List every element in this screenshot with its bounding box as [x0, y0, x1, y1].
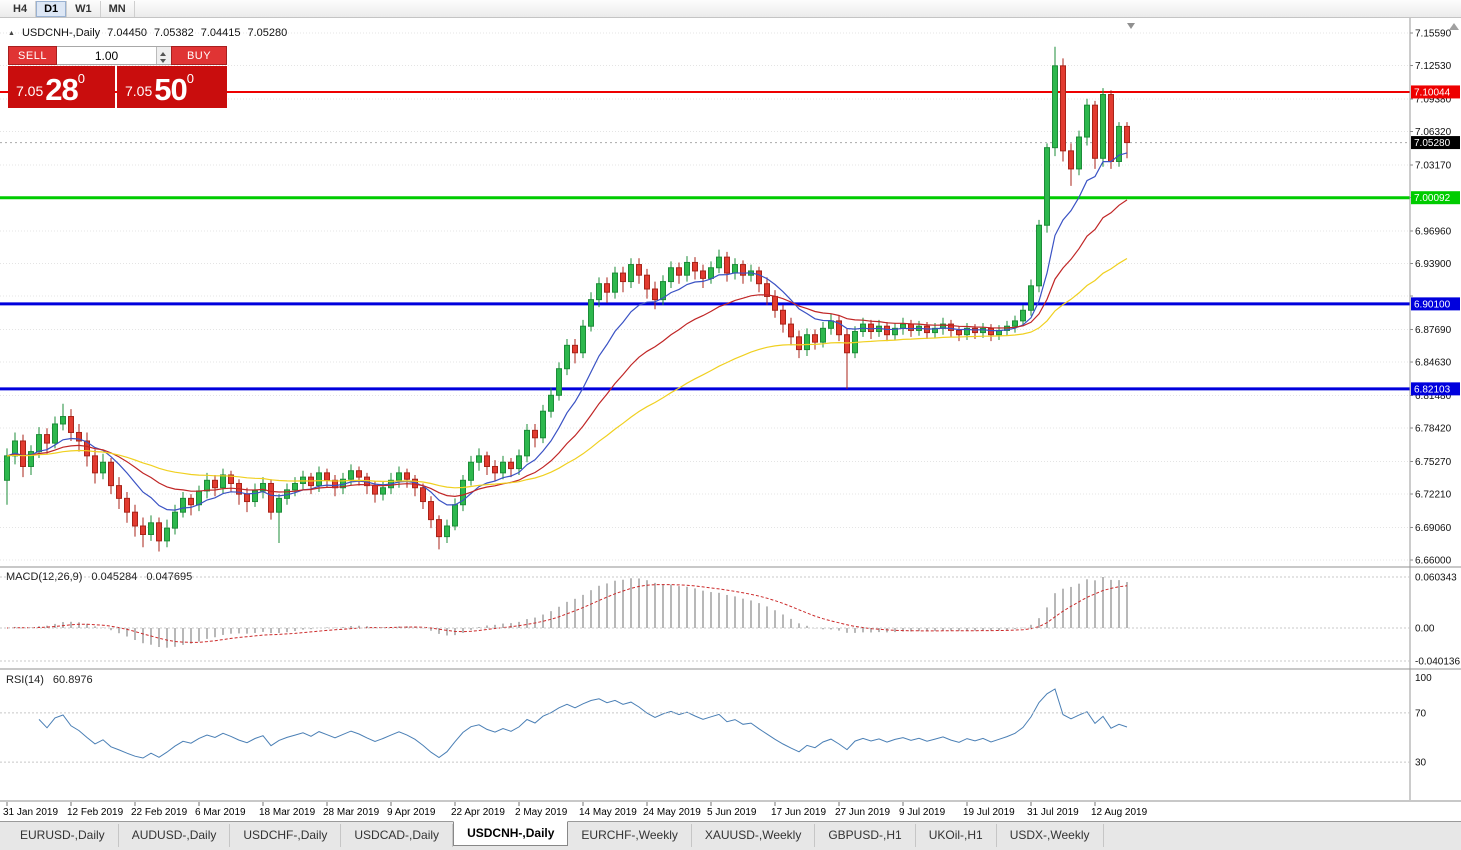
- timeframe-h4[interactable]: H4: [5, 0, 37, 17]
- volume-spinner: [156, 47, 171, 64]
- svg-text:7.03170: 7.03170: [1415, 160, 1452, 171]
- chart-symbol-header: ▲ USDCNH-,Daily 7.04450 7.05382 7.04415 …: [8, 27, 287, 39]
- one-click-collapse-icon[interactable]: ▲: [8, 29, 15, 37]
- svg-text:6.81480: 6.81480: [1415, 391, 1452, 402]
- svg-text:12 Feb 2019: 12 Feb 2019: [67, 807, 124, 818]
- svg-text:-0.040136: -0.040136: [1415, 657, 1460, 668]
- shift-marker-icon: [1127, 23, 1135, 29]
- svg-text:6.75270: 6.75270: [1415, 457, 1452, 468]
- tab-xauusd-weekly[interactable]: XAUUSD-,Weekly: [692, 824, 816, 847]
- svg-text:27 Jun 2019: 27 Jun 2019: [835, 807, 890, 818]
- price-open: 7.04450: [107, 27, 147, 39]
- sell-price-prefix: 7.05: [16, 83, 44, 99]
- svg-text:7.15590: 7.15590: [1415, 29, 1452, 40]
- svg-text:6 Mar 2019: 6 Mar 2019: [195, 807, 246, 818]
- macd-signal-value: 0.047695: [146, 571, 193, 583]
- svg-text:31 Jul 2019: 31 Jul 2019: [1027, 807, 1079, 818]
- svg-text:7.05280: 7.05280: [1414, 138, 1451, 149]
- svg-text:70: 70: [1415, 708, 1427, 719]
- svg-text:6.66000: 6.66000: [1415, 556, 1452, 567]
- svg-text:30: 30: [1415, 758, 1427, 769]
- macd-main-value: 0.045284: [91, 571, 138, 583]
- svg-text:0.00: 0.00: [1415, 624, 1435, 635]
- svg-text:6.90100: 6.90100: [1414, 299, 1451, 310]
- svg-text:6.96960: 6.96960: [1415, 226, 1452, 237]
- svg-text:22 Feb 2019: 22 Feb 2019: [131, 807, 188, 818]
- price-close: 7.05280: [247, 27, 288, 39]
- svg-text:6.87690: 6.87690: [1415, 325, 1452, 336]
- rsi-header: RSI(14) 60.8976: [6, 674, 93, 686]
- tab-ukoil-h1[interactable]: UKOil-,H1: [916, 824, 997, 847]
- svg-text:17 Jun 2019: 17 Jun 2019: [771, 807, 826, 818]
- svg-text:6.82103: 6.82103: [1414, 384, 1451, 395]
- chart-window: 7.15590 7.12530 7.09380 7.06320 7.03170 6.969…: [0, 18, 1461, 821]
- buy-price-tile[interactable]: 7.05 50 0: [117, 66, 227, 108]
- symbol-timeframe-label: USDCNH-,Daily: [21, 27, 101, 39]
- tab-eurchf-weekly[interactable]: EURCHF-,Weekly: [568, 824, 692, 847]
- buy-price-sup: 0: [186, 71, 194, 86]
- sell-button[interactable]: SELL: [8, 46, 57, 65]
- rsi-value: 60.8976: [52, 674, 93, 686]
- svg-text:0.060343: 0.060343: [1415, 573, 1457, 584]
- svg-text:6.72210: 6.72210: [1415, 490, 1452, 501]
- svg-text:9 Jul 2019: 9 Jul 2019: [899, 807, 946, 818]
- svg-text:7.06320: 7.06320: [1415, 127, 1452, 138]
- buy-price-big: 50: [154, 71, 187, 107]
- svg-text:6.84630: 6.84630: [1415, 358, 1452, 369]
- sell-price-sup: 0: [77, 71, 85, 86]
- svg-text:2 May 2019: 2 May 2019: [515, 807, 568, 818]
- svg-text:19 Jul 2019: 19 Jul 2019: [963, 807, 1015, 818]
- rsi-label: RSI(14): [6, 674, 44, 686]
- tab-usdcad-daily[interactable]: USDCAD-,Daily: [341, 824, 454, 847]
- price-high: 7.05382: [153, 27, 194, 39]
- svg-text:24 May 2019: 24 May 2019: [643, 807, 701, 818]
- svg-text:12 Aug 2019: 12 Aug 2019: [1091, 807, 1148, 818]
- chart-tabbar: EURUSD-,Daily AUDUSD-,Daily USDCHF-,Daily U…: [0, 821, 1461, 850]
- price-low: 7.04415: [200, 27, 241, 39]
- svg-text:7.00092: 7.00092: [1414, 193, 1451, 204]
- svg-text:31 Jan 2019: 31 Jan 2019: [3, 807, 58, 818]
- svg-text:6.78420: 6.78420: [1415, 424, 1452, 435]
- tab-audusd-daily[interactable]: AUDUSD-,Daily: [119, 824, 231, 847]
- sell-price-tile[interactable]: 7.05 28 0: [8, 66, 115, 108]
- timeframe-toolbar: H4 D1 W1 MN: [0, 0, 1461, 18]
- sell-price-big: 28: [45, 71, 78, 107]
- svg-text:6.69060: 6.69060: [1415, 523, 1452, 534]
- svg-text:18 Mar 2019: 18 Mar 2019: [259, 807, 316, 818]
- svg-text:14 May 2019: 14 May 2019: [579, 807, 637, 818]
- volume-decrease-icon[interactable]: [157, 55, 171, 64]
- timeframe-w1[interactable]: W1: [67, 0, 101, 17]
- tab-usdx-weekly[interactable]: USDX-,Weekly: [997, 824, 1104, 847]
- tab-gbpusd-h1[interactable]: GBPUSD-,H1: [815, 824, 916, 847]
- timeframe-d1[interactable]: D1: [36, 0, 68, 17]
- svg-text:7.10044: 7.10044: [1414, 87, 1451, 98]
- buy-button[interactable]: BUY: [171, 46, 227, 65]
- svg-text:100: 100: [1415, 673, 1432, 684]
- volume-increase-icon[interactable]: [157, 47, 171, 56]
- svg-text:7.09380: 7.09380: [1415, 94, 1452, 105]
- scroll-up-icon[interactable]: [1449, 23, 1459, 30]
- macd-header: MACD(12,26,9) 0.045284 0.047695: [6, 571, 192, 583]
- tab-usdcnh-daily[interactable]: USDCNH-,Daily: [453, 821, 569, 846]
- svg-text:5 Jun 2019: 5 Jun 2019: [707, 807, 757, 818]
- volume-input[interactable]: [57, 47, 156, 64]
- timeframe-group: H4 D1 W1 MN: [5, 0, 135, 17]
- chart-canvas[interactable]: 7.15590 7.12530 7.09380 7.06320 7.03170 6.969…: [0, 18, 1461, 821]
- svg-text:6.93900: 6.93900: [1415, 259, 1452, 270]
- timeframe-mn[interactable]: MN: [101, 0, 135, 17]
- svg-text:7.12530: 7.12530: [1415, 61, 1452, 72]
- svg-text:22 Apr 2019: 22 Apr 2019: [451, 807, 505, 818]
- macd-label: MACD(12,26,9): [6, 571, 83, 583]
- buy-price-prefix: 7.05: [125, 83, 153, 99]
- svg-text:9 Apr 2019: 9 Apr 2019: [387, 807, 436, 818]
- tab-eurusd-daily[interactable]: EURUSD-,Daily: [7, 824, 119, 847]
- svg-text:28 Mar 2019: 28 Mar 2019: [323, 807, 380, 818]
- tab-usdchf-daily[interactable]: USDCHF-,Daily: [230, 824, 342, 847]
- volume-field: [57, 46, 171, 65]
- one-click-trading-panel: SELL BUY 7.05 28 0 7.05 50 0: [8, 46, 227, 108]
